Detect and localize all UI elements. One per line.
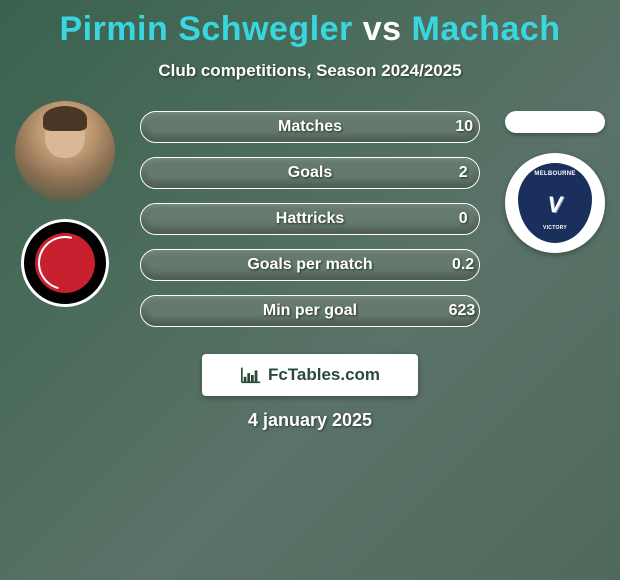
player1-name: Pirmin Schwegler — [59, 10, 352, 48]
club1-inner-icon — [35, 233, 95, 293]
club2-v-icon: V — [548, 192, 563, 218]
content-area: V Matches10 Goals2 Hattricks0 Goals per mat… — [0, 111, 620, 361]
player1-avatar — [15, 101, 115, 201]
stat-fill — [141, 204, 479, 234]
vs-text: vs — [363, 10, 402, 48]
stat-fill — [141, 296, 479, 326]
stat-fill — [141, 250, 479, 280]
player1-club-badge — [21, 219, 109, 307]
title-row: Pirmin Schwegler vs Machach — [0, 0, 620, 49]
stat-row: Min per goal623 — [140, 295, 480, 327]
right-column: V — [500, 111, 610, 253]
stat-row: Goals per match0.2 — [140, 249, 480, 281]
stat-row: Hattricks0 — [140, 203, 480, 235]
stat-fill — [141, 112, 479, 142]
player2-avatar — [505, 111, 605, 133]
brand-text: FcTables.com — [268, 365, 380, 385]
brand-badge: FcTables.com — [202, 354, 418, 396]
player2-club-badge: V — [505, 153, 605, 253]
stats-bars: Matches10 Goals2 Hattricks0 Goals per match… — [140, 111, 480, 327]
stat-fill — [141, 158, 479, 188]
club2-shield-icon: V — [518, 163, 592, 243]
stat-row: Matches10 — [140, 111, 480, 143]
chart-icon — [240, 365, 262, 385]
stat-row: Goals2 — [140, 157, 480, 189]
left-column — [10, 101, 120, 307]
player2-name: Machach — [412, 10, 561, 48]
subtitle: Club competitions, Season 2024/2025 — [0, 61, 620, 81]
date-text: 4 january 2025 — [248, 410, 372, 431]
comparison-infographic: Pirmin Schwegler vs Machach Club competi… — [0, 0, 620, 580]
